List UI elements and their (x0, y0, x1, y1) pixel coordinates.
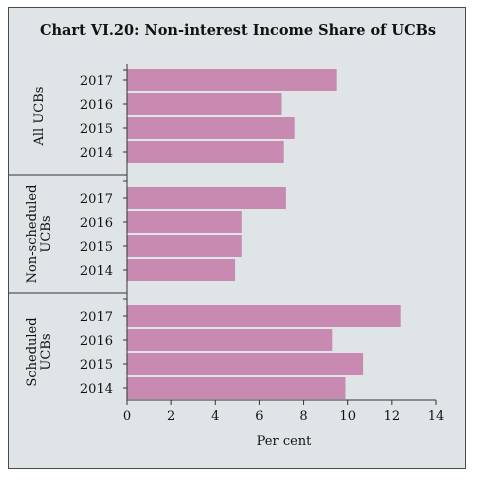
x-tick-label: 8 (299, 409, 307, 424)
group-label: All UCBs (32, 87, 47, 147)
category-label: 2015 (80, 122, 113, 137)
category-label: 2016 (80, 98, 113, 113)
category-label: 2017 (80, 192, 113, 207)
x-tick-label: 6 (255, 409, 263, 424)
category-label: 2017 (80, 74, 113, 89)
bar (127, 377, 346, 399)
x-tick-label: 12 (384, 409, 401, 424)
category-label: 2014 (80, 146, 113, 161)
x-axis-title: Per cent (257, 434, 313, 449)
category-label: 2017 (80, 310, 113, 325)
chart-title: Chart VI.20: Non-interest Income Share o… (39, 22, 437, 39)
group-label: Non-scheduled (25, 185, 40, 284)
bar (127, 141, 284, 163)
x-tick-label: 2 (167, 409, 175, 424)
bar (127, 235, 242, 257)
chart-frame: Chart VI.20: Non-interest Income Share o… (8, 7, 466, 469)
bar (127, 353, 364, 375)
bars-layer (127, 69, 401, 399)
x-tick-label: 14 (428, 409, 445, 424)
category-label: 2015 (80, 240, 113, 255)
bar (127, 69, 337, 91)
category-label: 2016 (80, 216, 113, 231)
category-label: 2015 (80, 358, 113, 373)
bar (127, 305, 401, 327)
bar (127, 211, 242, 233)
x-tick-label: 0 (123, 409, 131, 424)
bar (127, 329, 333, 351)
category-label: 2016 (80, 334, 113, 349)
group-label: UCBs (39, 333, 54, 370)
bar (127, 259, 236, 281)
category-label: 2014 (80, 382, 113, 397)
x-tick-label: 4 (211, 409, 219, 424)
bar (127, 93, 282, 115)
bar (127, 117, 295, 139)
x-tick-label: 10 (339, 409, 356, 424)
category-label: 2014 (80, 264, 113, 279)
group-label: UCBs (39, 215, 54, 252)
group-label: Scheduled (25, 317, 40, 386)
bar (127, 187, 286, 209)
axes-layer (9, 64, 437, 405)
